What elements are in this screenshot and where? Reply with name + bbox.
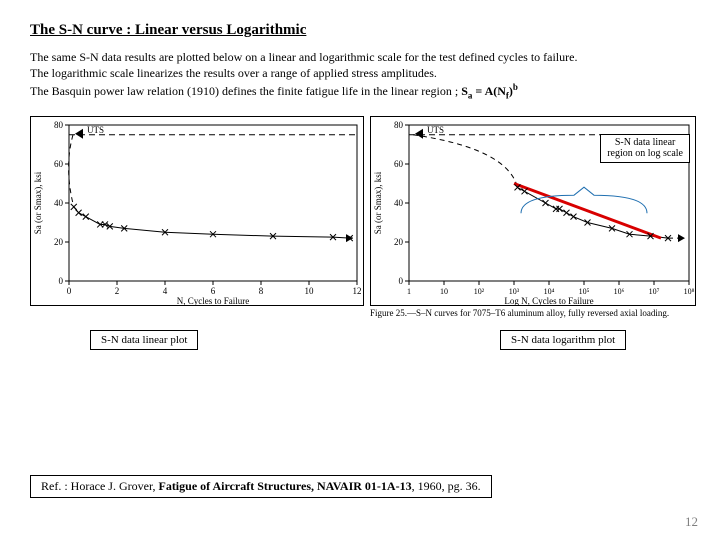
left-chart: 0 20 40 60 80 0 2 4 6 8 10 12 Sa (or Smax), ksi N, Cy… (30, 116, 364, 306)
eq-lhs: S (461, 84, 468, 98)
charts-row: 020406080024681012Sa (or Smax), ksiN, Cy… (30, 116, 690, 348)
svg-text:10²: 10² (474, 287, 485, 296)
reference-box: Ref. : Horace J. Grover, Fatigue of Airc… (30, 475, 492, 498)
svg-text:10⁶: 10⁶ (614, 287, 625, 296)
svg-text:40: 40 (394, 198, 404, 208)
svg-text:10: 10 (305, 286, 315, 296)
svg-text:0: 0 (399, 276, 404, 286)
svg-text:1: 1 (407, 287, 411, 296)
svg-text:Sa (or Smax), ksi: Sa (or Smax), ksi (373, 171, 383, 234)
right-chart-caption: Figure 25.—S–N curves for 7075–T6 alumin… (370, 308, 696, 318)
basquin-equation: Sa = A(Nf)b (461, 84, 518, 98)
callout-line2: region on log scale (607, 148, 683, 160)
svg-text:8: 8 (259, 286, 264, 296)
intro-line3-prefix: The Basquin power law relation (1910) de… (30, 84, 461, 98)
svg-text:Log N, Cycles to Failure: Log N, Cycles to Failure (504, 296, 593, 306)
eq-rhs-sup: b (513, 82, 518, 92)
svg-text:6: 6 (211, 286, 216, 296)
intro-line1: The same S-N data results are plotted be… (30, 49, 690, 65)
page-title: The S-N curve : Linear versus Logarithmi… (30, 22, 690, 39)
svg-text:0: 0 (59, 276, 64, 286)
svg-text:20: 20 (54, 237, 64, 247)
intro-text: The same S-N data results are plotted be… (30, 49, 690, 102)
svg-text:0: 0 (67, 286, 72, 296)
svg-text:Sa (or Smax), ksi: Sa (or Smax), ksi (33, 171, 43, 234)
svg-text:N, Cycles to Failure: N, Cycles to Failure (177, 296, 250, 306)
svg-text:UTS: UTS (87, 125, 104, 135)
svg-text:10³: 10³ (509, 287, 520, 296)
svg-text:60: 60 (54, 159, 64, 169)
svg-text:2: 2 (115, 286, 120, 296)
reference-text: Ref. : Horace J. Grover, Fatigue of Airc… (41, 479, 481, 493)
svg-text:10: 10 (440, 287, 448, 296)
svg-text:10⁸: 10⁸ (684, 287, 695, 296)
svg-text:40: 40 (54, 198, 64, 208)
svg-text:UTS: UTS (427, 125, 444, 135)
linear-region-callout: S-N data linear region on log scale (600, 134, 690, 163)
left-chart-container: 0 20 40 60 80 0 2 4 6 8 10 12 Sa (or Smax), ksi N, Cy… (30, 116, 364, 348)
svg-text:80: 80 (394, 120, 404, 130)
svg-text:80: 80 (54, 120, 64, 130)
eq-mid: = A(N (472, 84, 506, 98)
page-number: 12 (685, 514, 698, 530)
svg-text:12: 12 (353, 286, 362, 296)
svg-text:4: 4 (163, 286, 168, 296)
svg-text:60: 60 (394, 159, 404, 169)
intro-line3: The Basquin power law relation (1910) de… (30, 81, 690, 102)
svg-text:20: 20 (394, 237, 404, 247)
callout-line1: S-N data linear (607, 137, 683, 149)
intro-line2: The logarithmic scale linearizes the res… (30, 65, 690, 81)
right-chart-label: S-N data logarithm plot (500, 330, 626, 350)
svg-text:10⁴: 10⁴ (544, 287, 555, 296)
svg-text:10⁷: 10⁷ (649, 287, 660, 296)
left-chart-label: S-N data linear plot (90, 330, 198, 350)
right-chart-container: S-N data linear region on log scale 0 20 4… (370, 116, 696, 348)
svg-text:10⁵: 10⁵ (579, 287, 590, 296)
